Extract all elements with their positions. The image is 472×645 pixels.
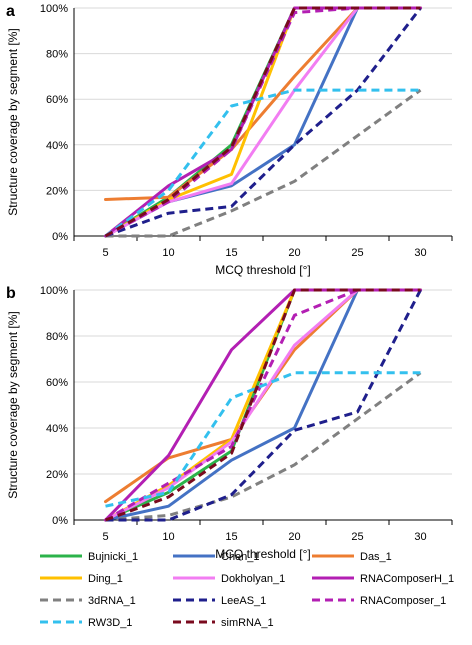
- legend-item: Das_1: [312, 551, 392, 563]
- x-axis-title: MCQ threshold [°]: [215, 547, 311, 561]
- x-tick-label: 25: [351, 531, 363, 543]
- x-tick-label: 20: [288, 531, 300, 543]
- y-axis-title: Structure coverage by segment [%]: [6, 28, 20, 215]
- y-tick-label: 80%: [46, 49, 68, 61]
- x-tick-label: 15: [225, 247, 237, 259]
- legend-label: Dokholyan_1: [221, 573, 285, 585]
- x-tick-label: 30: [414, 531, 426, 543]
- x-tick-label: 5: [102, 531, 108, 543]
- legend-label: Bujnicki_1: [88, 551, 138, 563]
- x-tick-label: 10: [162, 531, 174, 543]
- y-tick-label: 60%: [46, 377, 68, 389]
- legend-item: Dokholyan_1: [173, 573, 285, 585]
- legend-label: simRNA_1: [221, 617, 274, 629]
- legend-item: RNAComposer_1: [312, 595, 446, 607]
- legend-label: 3dRNA_1: [88, 595, 136, 607]
- legend-label: LeeAS_1: [221, 595, 266, 607]
- legend-item: simRNA_1: [173, 617, 274, 629]
- y-tick-label: 60%: [46, 94, 68, 106]
- series-line-leeas-1: [104, 7, 422, 238]
- legend-item: RNAComposerH_1: [312, 573, 454, 585]
- series-line-rw3d-1: [105, 371, 421, 508]
- series-line-rnacomposer-1: [104, 288, 421, 522]
- series-line-3drna-1: [105, 88, 422, 238]
- x-tick-label: 20: [288, 247, 300, 259]
- series-line-rnacomposerh-1: [104, 288, 422, 522]
- series-line-simrna-1: [104, 288, 421, 522]
- chart-panel-a: a 0% 20% 40% 60% 80% 100% 5 10 15 20 25 30 MCQ thresh…: [6, 3, 453, 277]
- series-line-rw3d-1: [104, 88, 421, 238]
- legend-item: 3dRNA_1: [40, 595, 136, 607]
- series-line-3drna-1: [105, 371, 422, 522]
- y-tick-label: 100%: [40, 285, 68, 297]
- y-tick-label: 20%: [46, 469, 68, 481]
- x-tick-label: 10: [162, 247, 174, 259]
- y-tick-label: 40%: [46, 140, 68, 152]
- legend-label: Das_1: [360, 551, 392, 563]
- legend-label: Ding_1: [88, 573, 123, 585]
- x-axis-title: MCQ threshold [°]: [215, 263, 311, 277]
- legend-item: Bujnicki_1: [40, 551, 138, 563]
- y-tick-label: 20%: [46, 185, 68, 197]
- x-tick-label: 30: [414, 247, 426, 259]
- legend-label: RW3D_1: [88, 617, 132, 629]
- legend-item: LeeAS_1: [173, 595, 266, 607]
- series-line-leeas-1: [105, 289, 422, 522]
- y-axis-title: Structure coverage by segment [%]: [6, 311, 20, 498]
- legend-item: RW3D_1: [40, 617, 132, 629]
- y-tick-label: 80%: [46, 331, 68, 343]
- legend-item: Ding_1: [40, 573, 123, 585]
- series-line-chen-1: [104, 288, 422, 522]
- series-line-das-1: [104, 6, 422, 201]
- legend: Bujnicki_1 Chen_1 Das_1 Ding_1 Dokholyan_1 RN…: [40, 551, 454, 629]
- series-line-bujnicki-1: [104, 288, 422, 522]
- legend-label: Chen_1: [221, 551, 260, 563]
- series-line-dokholyan-1: [104, 288, 422, 522]
- legend-item: Chen_1: [173, 551, 260, 563]
- y-tick-label: 40%: [46, 423, 68, 435]
- legend-label: RNAComposer_1: [360, 595, 446, 607]
- x-tick-label: 15: [225, 531, 237, 543]
- series-line-simrna-1: [104, 6, 421, 238]
- x-tick-label: 25: [351, 247, 363, 259]
- chart-panel-b: b 0% 20% 40% 60% 80% 100% 5 10 15 20 25 30 MCQ thresh…: [6, 285, 453, 561]
- series-line-ding-1: [104, 288, 422, 522]
- y-tick-label: 100%: [40, 3, 68, 15]
- panel-label: a: [6, 3, 15, 20]
- x-tick-label: 5: [102, 247, 108, 259]
- legend-label: RNAComposerH_1: [360, 573, 454, 585]
- y-tick-label: 0%: [52, 231, 68, 243]
- y-tick-label: 0%: [52, 515, 68, 527]
- panel-label: b: [6, 285, 16, 302]
